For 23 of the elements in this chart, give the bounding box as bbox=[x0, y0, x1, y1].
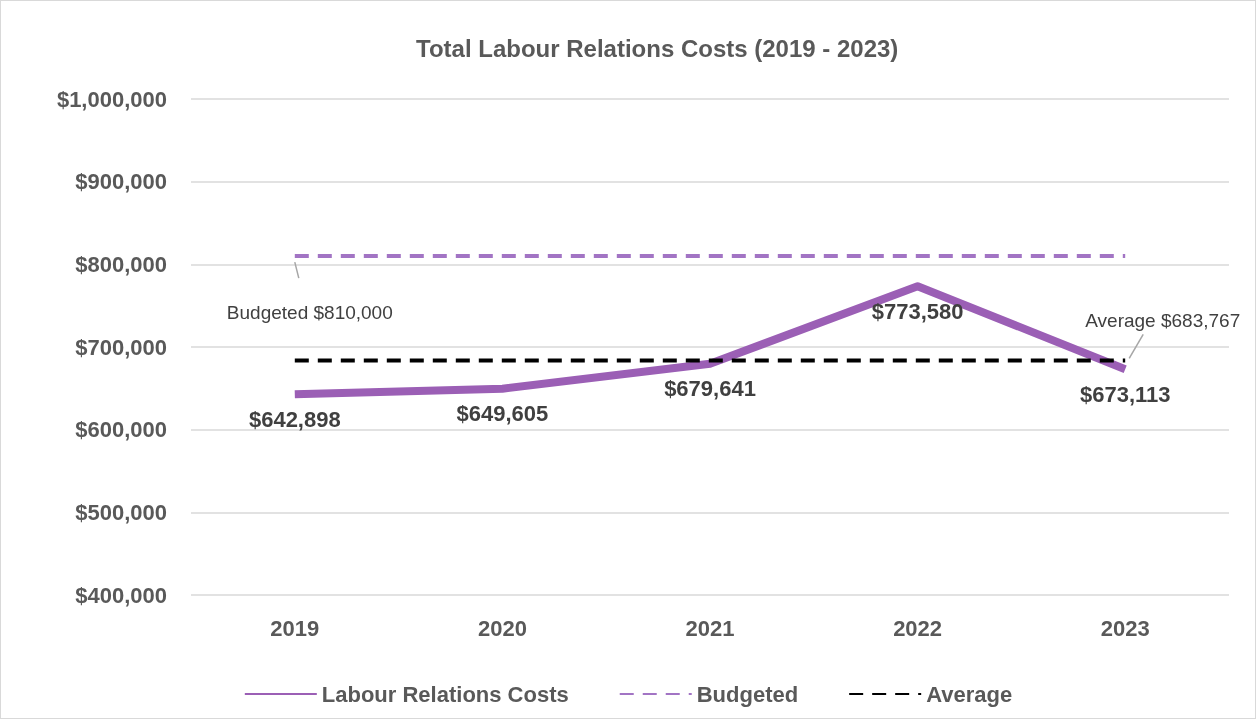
data-label: $673,113 bbox=[1079, 381, 1171, 407]
y-tick-label: $1,000,000 bbox=[56, 86, 167, 112]
legend-label: Budgeted bbox=[696, 681, 799, 707]
annotation: Average $683,767 bbox=[1085, 309, 1241, 331]
data-label: $642,898 bbox=[248, 406, 341, 432]
y-tick-label: $900,000 bbox=[75, 169, 167, 195]
y-tick-label: $700,000 bbox=[75, 334, 167, 360]
x-tick-label: 2021 bbox=[685, 615, 735, 641]
legend-label: Labour Relations Costs bbox=[321, 681, 569, 707]
x-tick-label: 2023 bbox=[1100, 615, 1150, 641]
y-tick-label: $500,000 bbox=[75, 499, 167, 525]
data-label: $679,641 bbox=[664, 376, 756, 402]
data-label: $649,605 bbox=[456, 401, 549, 427]
x-tick-label: 2022 bbox=[893, 615, 943, 641]
x-tick-label: 2019 bbox=[270, 615, 320, 641]
y-tick-label: $400,000 bbox=[75, 582, 167, 608]
data-label: $773,580 bbox=[871, 298, 964, 324]
x-tick-label: 2020 bbox=[477, 615, 527, 641]
annotation: Budgeted $810,000 bbox=[226, 301, 393, 323]
y-tick-label: $600,000 bbox=[75, 417, 167, 443]
legend-label: Average bbox=[926, 681, 1013, 707]
y-tick-label: $800,000 bbox=[75, 251, 167, 277]
chart-title: Total Labour Relations Costs (2019 - 2023) bbox=[416, 34, 899, 62]
